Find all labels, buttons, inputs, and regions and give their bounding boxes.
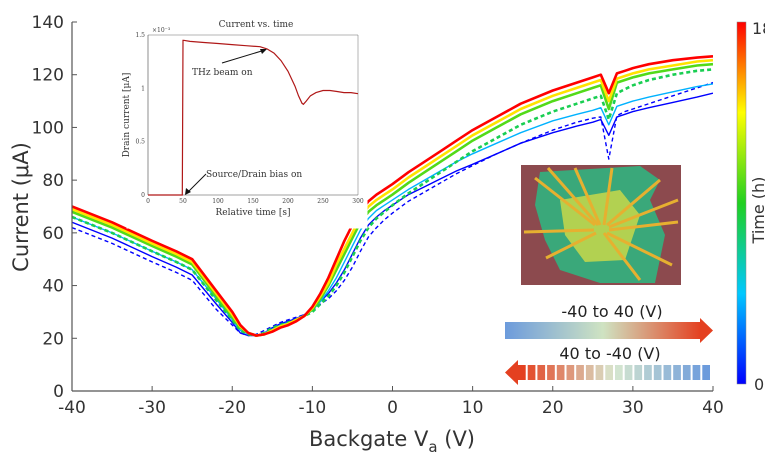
x-tick-label: -20	[218, 398, 246, 418]
backward-sweep-segment	[673, 365, 681, 380]
backward-sweep-segment	[556, 365, 565, 380]
inset-y-axis-title: Drain current [μA]	[122, 73, 132, 158]
backward-sweep-segment	[634, 365, 643, 380]
backward-sweep-label: 40 to -40 (V)	[559, 344, 660, 363]
y-tick-label: 40	[42, 277, 64, 297]
x-axis-title-subscript: a	[428, 438, 437, 456]
inset-x-tick-label: 100	[212, 198, 224, 205]
backward-sweep-segment	[537, 365, 546, 380]
inset-x-tick-label: 250	[317, 198, 329, 205]
inset-title: Current vs. time	[219, 20, 294, 30]
backward-sweep-segment	[692, 365, 701, 380]
backward-sweep-segment	[585, 365, 594, 380]
y-tick-label: 0	[53, 382, 64, 402]
backward-sweep-segment	[527, 365, 536, 380]
backward-sweep-segment	[644, 365, 652, 380]
x-tick-label: 30	[622, 398, 644, 418]
sweep-arrows: -40 to 40 (V) 40 to -40 (V)	[505, 302, 713, 385]
colorbar-title: Time (h)	[749, 177, 765, 245]
backward-sweep-segment	[663, 365, 672, 380]
x-tick-label: -30	[138, 398, 166, 418]
inset-y-tick-label: 1	[141, 85, 145, 92]
backward-sweep-segment	[576, 365, 584, 380]
backward-sweep-segment	[518, 365, 526, 380]
x-axis-title-unit: (V)	[438, 427, 475, 451]
inset-chart: 0 50 100 150 200 250 300 0 0.5 1 1.5 ×10⁻³ Curren…	[122, 11, 368, 229]
backward-sweep-segment	[605, 365, 613, 380]
inset-y-tick-label: 0.5	[135, 139, 145, 146]
micrograph-channel	[560, 190, 640, 262]
y-tick-label: 60	[42, 224, 64, 244]
inset-bias-annotation: Source/Drain bias on	[206, 170, 302, 180]
forward-sweep-label: -40 to 40 (V)	[561, 302, 662, 321]
backward-sweep-segment	[595, 365, 604, 380]
micrograph-electrodes	[523, 167, 679, 281]
device-micrograph	[521, 165, 681, 285]
backward-sweep-segment	[615, 365, 623, 380]
inset-bias-arrow	[186, 173, 207, 194]
backward-sweep-segment	[547, 365, 555, 380]
inset-x-tick-label: 300	[352, 198, 364, 205]
x-tick-label: -40	[58, 398, 86, 418]
series-line-3	[72, 68, 713, 337]
colorbar-min-label: 0	[754, 375, 764, 394]
colorbar-max-label: 18	[752, 19, 765, 38]
inset-thz-annotation: THz beam on	[192, 68, 253, 78]
series-line-1	[72, 81, 713, 337]
backward-sweep-arrowhead	[505, 360, 518, 385]
inset-thz-arrow	[221, 49, 266, 64]
y-tick-label: 80	[42, 171, 64, 191]
inset-x-axis-title: Relative time [s]	[216, 208, 291, 218]
y-tick-label: 20	[42, 329, 64, 349]
backward-sweep-arrow-body	[518, 365, 710, 380]
y-tick-label: 140	[32, 13, 64, 33]
inset-x-ticks: 0 50 100 150 200 250 300	[146, 198, 364, 205]
inset-y-tick-label: 0	[141, 192, 145, 199]
colorbar: 18 0 Time (h)	[736, 19, 765, 394]
x-tick-label: 40	[702, 398, 724, 418]
inset-y-ticks: 0 0.5 1 1.5	[135, 32, 145, 199]
inset-background	[126, 11, 368, 229]
y-tick-label: 120	[32, 66, 64, 86]
inset-y-tick-label: 1.5	[135, 32, 145, 39]
colorbar-gradient	[736, 21, 747, 385]
backward-sweep-segment	[624, 365, 633, 380]
y-axis-title: Current (μA)	[9, 142, 33, 272]
inset-current-line	[148, 39, 359, 196]
y-tick-label: 100	[32, 118, 64, 138]
backward-sweep-segment	[702, 365, 710, 380]
x-axis-title: Backgate Va (V)	[309, 427, 475, 456]
inset-x-tick-label: 50	[179, 198, 187, 205]
inset-x-tick-label: 200	[282, 198, 294, 205]
x-tick-label: 0	[387, 398, 398, 418]
x-tick-label: 20	[542, 398, 564, 418]
forward-sweep-arrow-body	[505, 322, 701, 339]
inset-thz-arrowhead	[260, 49, 267, 54]
inset-y-exponent: ×10⁻³	[152, 27, 171, 34]
inset-x-tick-label: 150	[247, 198, 259, 205]
inset-bias-arrowhead	[185, 188, 191, 195]
x-tick-label: -10	[298, 398, 326, 418]
x-ticks: -40 -30 -20 -10 0 10 20 30 40	[58, 386, 724, 418]
y-ticks: 0 20 40 60 80 100 120 140	[32, 13, 77, 402]
backward-sweep-segment	[653, 365, 662, 380]
inset-x-tick-label: 0	[146, 198, 150, 205]
x-tick-label: 10	[462, 398, 484, 418]
forward-sweep-arrowhead	[700, 318, 713, 343]
backward-sweep-segment	[682, 365, 691, 380]
backward-sweep-segment	[566, 365, 575, 380]
x-axis-title-main: Backgate V	[309, 427, 429, 451]
